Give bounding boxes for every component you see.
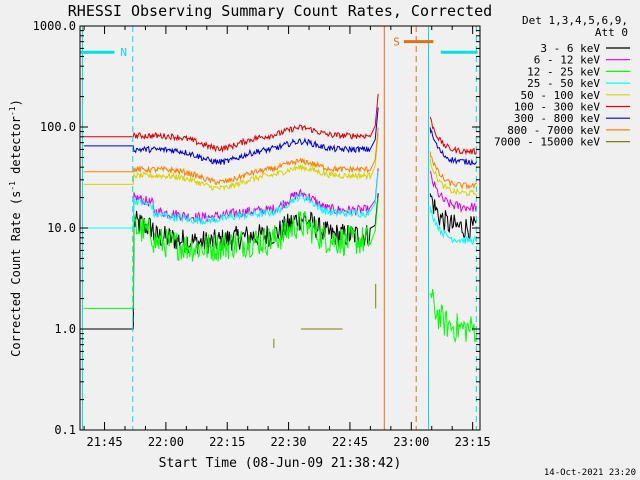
series-line — [83, 93, 379, 153]
series-line-post — [429, 193, 478, 241]
legend-label: 50 - 100 keV — [521, 89, 601, 102]
flag-label: N — [120, 46, 127, 59]
series-line-post — [429, 288, 478, 344]
series-line-post — [429, 127, 478, 166]
axis-ticks: 0.1 1.0 10.0 100.0 1000.0 21:45 22:00 22:15 22:3… — [33, 19, 491, 449]
legend-label: 300 - 800 keV — [514, 112, 600, 125]
series-line-post — [429, 205, 478, 246]
y-tick-label: 10.0 — [47, 221, 76, 235]
series-line-post — [429, 116, 478, 156]
x-tick-label: 23:00 — [393, 435, 429, 449]
series-line — [83, 107, 379, 165]
series-line — [83, 171, 379, 229]
x-axis-label: Start Time (08-Jun-09 21:38:42) — [159, 456, 402, 471]
series-line-post — [429, 170, 478, 213]
y-axis-label-part2: detector — [9, 116, 23, 181]
x-tick-label: 22:45 — [332, 435, 368, 449]
legend-label: 12 - 25 keV — [527, 65, 600, 78]
series-800-7000keV — [83, 127, 477, 190]
y-axis-label-sup1: -1 — [8, 181, 17, 191]
legend-label: 6 - 12 keV — [534, 54, 601, 67]
legend-header: Att 0 — [595, 26, 628, 39]
y-tick-label: 1.0 — [54, 322, 76, 336]
series-layer — [83, 93, 478, 348]
x-tick-label: 22:15 — [209, 435, 245, 449]
series-line-post — [429, 151, 477, 190]
legend-label: 7000 - 15000 keV — [494, 136, 600, 149]
series-300-800keV — [83, 107, 478, 166]
series-line — [83, 133, 379, 191]
series-line — [83, 168, 379, 229]
y-tick-label: 0.1 — [54, 423, 76, 437]
legend-label: 800 - 7000 keV — [507, 124, 600, 137]
y-tick-label: 1000.0 — [33, 19, 76, 33]
x-tick-label: 22:00 — [148, 435, 184, 449]
series-line-post — [429, 158, 478, 197]
series-7000-15000keV — [273, 283, 377, 348]
y-axis-label-sup2: -1 — [8, 106, 17, 116]
y-axis-label: Corrected Count Rate (s-1 detector-1) — [8, 99, 23, 357]
legend-header: Det 1,3,4,5,6,9, — [522, 14, 628, 27]
series-line — [83, 127, 379, 186]
footer-timestamp: 14-Oct-2021 23:20 — [544, 468, 636, 478]
x-tick-label: 21:45 — [86, 435, 122, 449]
legend-label: 3 - 6 keV — [540, 42, 600, 55]
legend-label: 25 - 50 keV — [527, 77, 600, 90]
series-line — [83, 197, 379, 309]
series-12-25keV — [83, 197, 478, 344]
y-tick-label: 100.0 — [40, 120, 76, 134]
series-100-300keV — [83, 93, 478, 156]
chart-title: RHESSI Observing Summary Count Rates, Co… — [68, 2, 492, 20]
x-tick-label: 22:30 — [271, 435, 307, 449]
series-50-100keV — [83, 133, 478, 197]
flag-label: S — [393, 36, 400, 49]
series-25-50keV — [83, 171, 478, 246]
y-axis-label-part1: Corrected Count Rate (s — [9, 191, 23, 357]
legend-label: 100 - 300 keV — [514, 101, 600, 114]
x-tick-label: 23:15 — [455, 435, 491, 449]
y-axis-label-part3: ) — [9, 99, 23, 106]
